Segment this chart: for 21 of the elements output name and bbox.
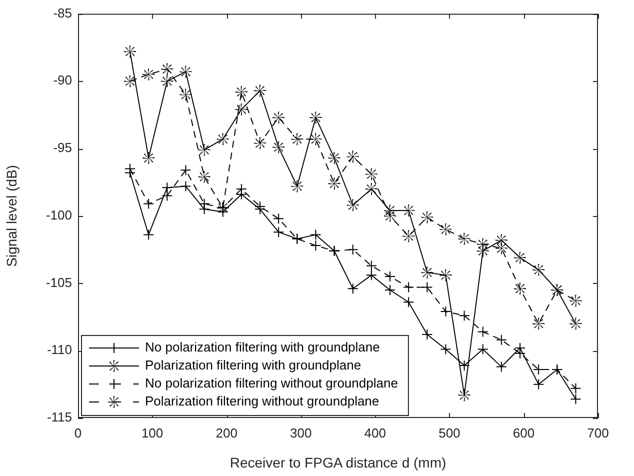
y-tick-label: -95 — [53, 140, 72, 156]
legend-label: Polarization filtering without groundplane — [145, 394, 380, 409]
y-tick-label: -85 — [53, 5, 72, 20]
y-axis-title: Signal level (dB) — [3, 164, 20, 267]
x-tick-label: 200 — [216, 425, 238, 440]
y-tick-label: -90 — [53, 72, 72, 88]
x-tick-label: 0 — [74, 425, 82, 440]
x-tick-label: 500 — [438, 425, 460, 440]
y-tick-label: -110 — [46, 342, 72, 358]
legend-label: Polarization filtering with groundplane — [145, 358, 362, 373]
x-tick-label: 300 — [290, 425, 312, 440]
legend-label: No polarization filtering without groundplane — [145, 376, 398, 391]
x-tick-label: 600 — [512, 425, 535, 440]
x-axis-title: Receiver to FPGA distance d (mm) — [230, 454, 446, 470]
x-tick-label: 400 — [364, 425, 386, 440]
legend-label: No polarization filtering with groundplane — [145, 340, 380, 355]
x-tick-label: 100 — [141, 425, 164, 440]
y-tick-label: -105 — [46, 274, 72, 290]
y-tick-label: -115 — [46, 410, 72, 425]
y-tick-label: -100 — [46, 207, 72, 222]
x-tick-label: 700 — [587, 425, 609, 440]
